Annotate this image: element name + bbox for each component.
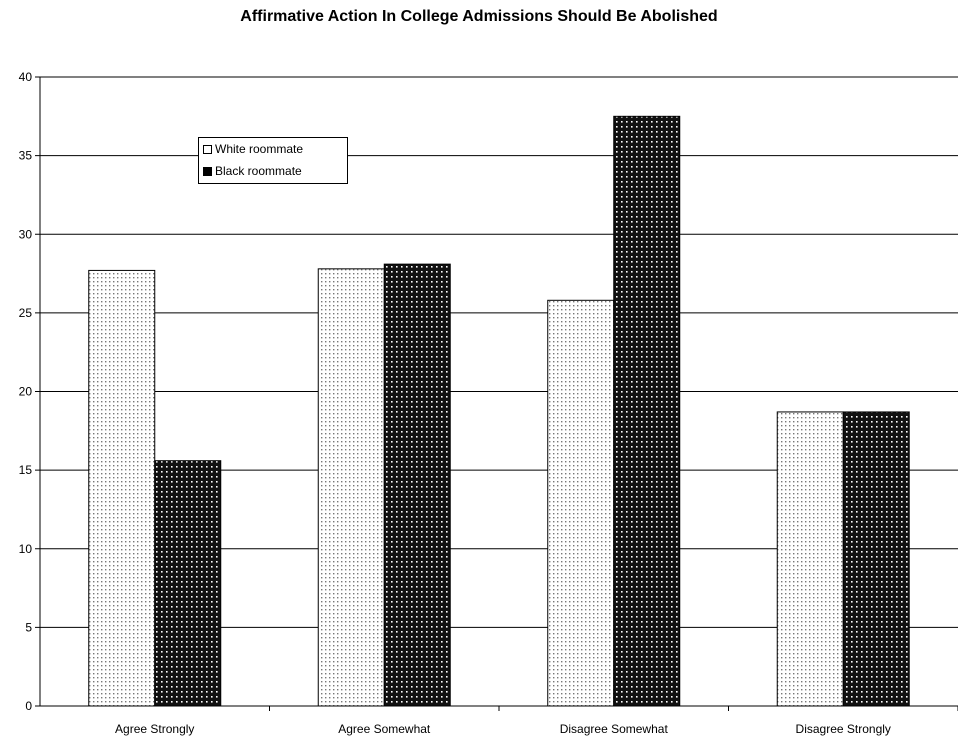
bar-black-roommate xyxy=(842,411,910,707)
legend-item-white: White roommate xyxy=(203,142,303,156)
y-tick-label: 30 xyxy=(19,227,33,241)
legend-label-white: White roommate xyxy=(215,142,304,156)
legend-label-black: Black roommate xyxy=(215,164,302,178)
bar-black-roommate xyxy=(613,115,681,707)
y-tick-label: 35 xyxy=(19,149,33,163)
bar-white-roommate xyxy=(317,268,385,707)
y-tick-label: 5 xyxy=(25,620,32,634)
x-tick-label: Disagree Strongly xyxy=(796,722,891,736)
y-tick-label: 0 xyxy=(25,699,32,713)
bar-white-roommate xyxy=(88,269,156,707)
y-tick-label: 15 xyxy=(19,463,33,477)
y-tick-label: 20 xyxy=(19,385,33,399)
x-tick-label: Agree Strongly xyxy=(115,722,194,736)
x-tick-label: Agree Somewhat xyxy=(338,722,431,736)
bar-black-roommate xyxy=(383,263,451,707)
y-tick-label: 25 xyxy=(19,306,33,320)
chart-title: Affirmative Action In College Admissions… xyxy=(240,8,718,25)
bar-white-roommate xyxy=(547,299,615,707)
y-tick-label: 10 xyxy=(19,542,33,556)
legend-item-black: Black roommate xyxy=(203,164,302,178)
legend: White roommate Black roommate xyxy=(198,137,348,184)
legend-swatch-black xyxy=(203,166,212,176)
legend-swatch-white xyxy=(203,144,212,154)
y-tick-label: 40 xyxy=(19,70,33,84)
bar-white-roommate xyxy=(776,411,844,707)
x-tick-label: Disagree Somewhat xyxy=(560,722,669,736)
bar-black-roommate xyxy=(154,460,222,707)
